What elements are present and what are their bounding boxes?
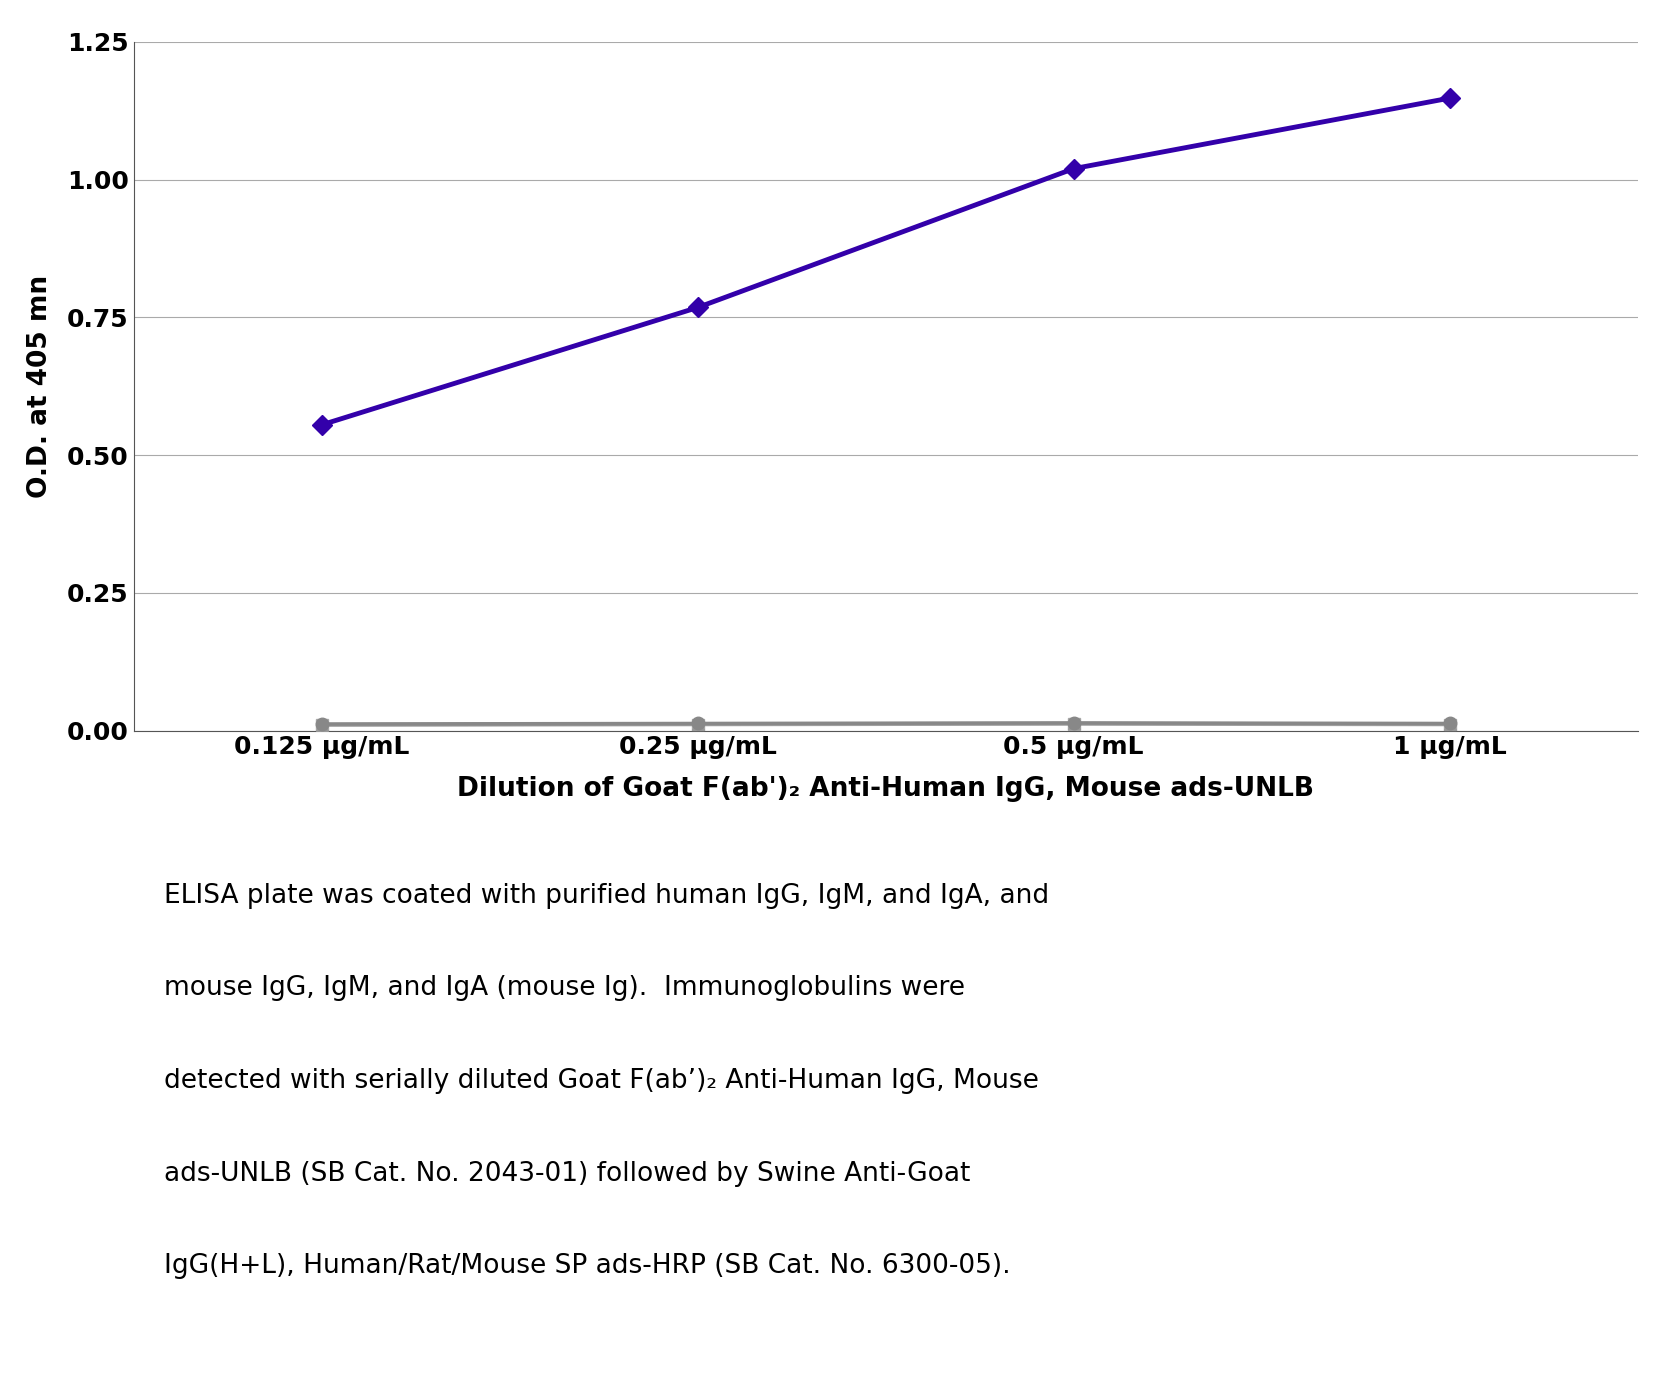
Human IgM <box>1063 714 1083 731</box>
Human IgA <box>687 716 707 733</box>
Human IgG <box>1439 89 1460 106</box>
Line: Mouse Ig: Mouse Ig <box>316 717 1455 731</box>
Line: Human IgM: Human IgM <box>316 717 1455 730</box>
Human IgG <box>687 299 707 316</box>
Human IgM <box>1439 714 1460 731</box>
Line: Human IgA: Human IgA <box>316 717 1455 731</box>
Line: Human IgG: Human IgG <box>314 91 1457 432</box>
Mouse Ig <box>1063 716 1083 733</box>
Human IgA <box>1063 714 1083 731</box>
Human IgG <box>1063 161 1083 178</box>
X-axis label: Dilution of Goat F(ab')₂ Anti-Human IgG, Mouse ads-UNLB: Dilution of Goat F(ab')₂ Anti-Human IgG,… <box>458 776 1313 802</box>
Human IgA <box>311 716 331 733</box>
Human IgM <box>687 714 707 731</box>
Mouse Ig <box>1439 716 1460 733</box>
Mouse Ig <box>687 716 707 733</box>
Text: ads-UNLB (SB Cat. No. 2043-01) followed by Swine Anti-Goat: ads-UNLB (SB Cat. No. 2043-01) followed … <box>164 1160 971 1187</box>
Text: mouse IgG, IgM, and IgA (mouse Ig).  Immunoglobulins were: mouse IgG, IgM, and IgA (mouse Ig). Immu… <box>164 976 964 1001</box>
Human IgA <box>1439 716 1460 733</box>
Text: detected with serially diluted Goat F(ab’)₂ Anti-Human IgG, Mouse: detected with serially diluted Goat F(ab… <box>164 1068 1039 1095</box>
Text: ELISA plate was coated with purified human IgG, IgM, and IgA, and: ELISA plate was coated with purified hum… <box>164 882 1049 909</box>
Human IgG <box>311 417 331 433</box>
Y-axis label: O.D. at 405 mn: O.D. at 405 mn <box>27 275 53 498</box>
Mouse Ig <box>311 717 331 734</box>
Human IgM <box>311 716 331 733</box>
Text: IgG(H+L), Human/Rat/Mouse SP ads-HRP (SB Cat. No. 6300-05).: IgG(H+L), Human/Rat/Mouse SP ads-HRP (SB… <box>164 1254 1011 1279</box>
